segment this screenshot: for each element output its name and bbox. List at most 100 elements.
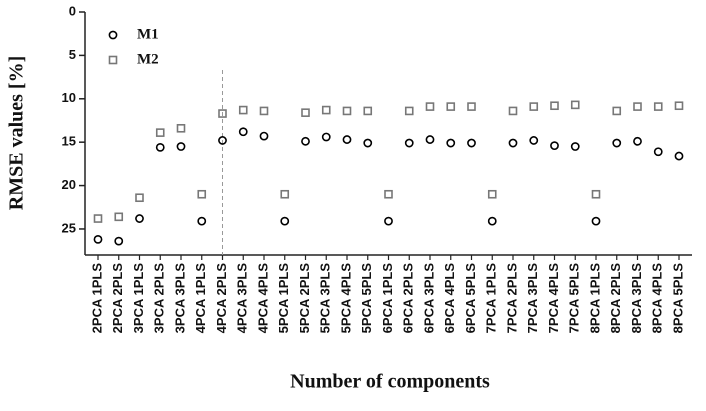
x-tick-label: 2PCA 1PLS [89, 263, 104, 334]
circle-marker [176, 142, 186, 151]
legend-marker [108, 55, 118, 65]
x-tick-label: 2PCA 2PLS [110, 263, 125, 334]
circle-marker [653, 147, 663, 157]
x-tick-label: 6PCA 1PLS [380, 263, 395, 334]
circle-marker [363, 138, 373, 148]
square-marker [342, 106, 352, 116]
x-tick-label: 5PCA 3PLS [318, 263, 333, 334]
circle-marker [446, 138, 456, 148]
circle-marker [384, 216, 393, 226]
square-marker [280, 189, 290, 199]
circle-marker [591, 216, 601, 226]
x-tick-label: 8PCA 4PLS [650, 263, 665, 334]
square-marker [93, 214, 103, 223]
square-marker [487, 189, 497, 199]
square-marker [508, 106, 518, 116]
square-marker [653, 102, 663, 111]
x-tick-label: 4PCA 2PLS [214, 263, 229, 334]
legend-marker [108, 30, 118, 40]
square-marker [529, 102, 539, 111]
circle-marker [425, 135, 435, 144]
y-axis-title: RMSE values [%] [6, 56, 28, 210]
circle-marker [467, 138, 476, 148]
y-tick-label: 10 [62, 90, 76, 105]
circle-marker [404, 138, 414, 148]
x-tick-label: 5PCA 1PLS [276, 263, 291, 334]
x-tick-label: 7PCA 2PLS [504, 263, 519, 334]
square-marker [238, 105, 248, 115]
square-marker [218, 109, 227, 118]
circle-marker [321, 132, 331, 142]
x-tick-label: 8PCA 3PLS [629, 263, 644, 334]
x-tick-label: 6PCA 5PLS [463, 263, 478, 334]
x-tick-label: 5PCA 4PLS [338, 263, 353, 334]
y-tick-label: 20 [62, 177, 76, 192]
circle-marker [280, 216, 290, 226]
circle-marker [155, 142, 165, 152]
square-marker [135, 193, 144, 203]
circle-marker [238, 127, 248, 137]
legend-label: M1 [137, 26, 159, 42]
square-marker [301, 108, 310, 117]
x-axis-title: Number of components [290, 371, 490, 393]
square-marker [467, 102, 476, 111]
x-tick-label: 4PCA 4PLS [255, 263, 270, 334]
x-tick-label: 7PCA 5PLS [567, 263, 582, 334]
x-tick-label: 8PCA 5PLS [670, 263, 685, 334]
x-tick-label: 8PCA 1PLS [587, 263, 602, 334]
square-marker [259, 106, 269, 116]
circle-marker [612, 138, 622, 148]
x-tick-label: 5PCA 5PLS [359, 263, 374, 334]
square-marker [321, 105, 331, 115]
square-marker [155, 128, 165, 137]
square-marker [570, 100, 580, 110]
circle-marker [259, 131, 269, 141]
circle-marker [487, 216, 497, 226]
y-tick-label: 0 [69, 3, 76, 18]
circle-marker [633, 136, 642, 146]
square-marker [363, 106, 373, 116]
square-marker [404, 106, 414, 116]
legend-label: M2 [137, 51, 159, 67]
x-tick-label: 6PCA 4PLS [442, 263, 457, 334]
x-tick-label: 3PCA 2PLS [152, 263, 167, 334]
circle-marker [529, 136, 539, 145]
circle-marker [135, 214, 144, 223]
square-marker [425, 102, 435, 111]
circle-marker [674, 151, 684, 161]
x-tick-label: 7PCA 4PLS [546, 263, 561, 334]
square-marker [612, 106, 622, 116]
x-tick-label: 3PCA 3PLS [172, 263, 187, 334]
circle-marker [301, 136, 310, 146]
x-tick-label: 4PCA 3PLS [235, 263, 250, 334]
y-tick-label: 25 [62, 220, 76, 235]
square-marker [176, 123, 186, 133]
square-marker [633, 102, 642, 111]
square-marker [550, 101, 559, 111]
circle-marker [93, 234, 103, 244]
x-tick-label: 5PCA 2PLS [297, 263, 312, 334]
x-tick-label: 4PCA 1PLS [193, 263, 208, 334]
x-tick-label: 6PCA 2PLS [401, 263, 416, 334]
circle-marker [570, 142, 580, 151]
circle-marker [218, 136, 227, 145]
circle-marker [114, 236, 124, 246]
y-tick-label: 5 [69, 47, 76, 62]
square-marker [446, 102, 456, 111]
y-tick-label: 15 [62, 134, 76, 149]
square-marker [384, 189, 393, 199]
circle-marker [197, 216, 207, 226]
circle-marker [550, 141, 559, 151]
circle-marker [508, 138, 518, 148]
square-marker [114, 212, 124, 222]
x-tick-label: 7PCA 3PLS [525, 263, 540, 334]
x-tick-label: 8PCA 2PLS [608, 263, 623, 334]
x-tick-label: 7PCA 1PLS [484, 263, 499, 334]
square-marker [591, 189, 601, 199]
x-tick-label: 6PCA 3PLS [421, 263, 436, 334]
square-marker [197, 189, 207, 199]
square-marker [674, 101, 684, 111]
x-tick-label: 3PCA 1PLS [131, 263, 146, 334]
circle-marker [342, 135, 352, 144]
